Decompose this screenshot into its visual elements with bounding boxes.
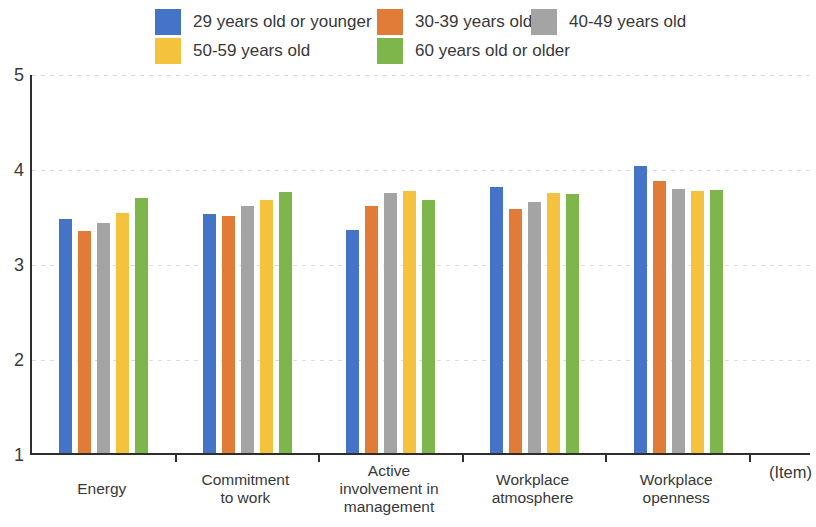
bar [672, 189, 685, 453]
bar [222, 216, 235, 453]
bar [346, 230, 359, 453]
legend-swatch [377, 38, 403, 64]
bar [634, 166, 647, 453]
y-tick-label: 4 [0, 161, 24, 179]
legend-swatch [155, 9, 181, 35]
category-group [606, 75, 750, 453]
category-group [463, 75, 607, 453]
legend-item: 29 years old or younger [155, 9, 372, 35]
bar [691, 191, 704, 453]
bar [59, 219, 72, 453]
x-category-label: Activeinvolvement inmanagement [317, 461, 461, 517]
legend-item: 40-49 years old [531, 9, 686, 35]
x-axis-tick [749, 453, 751, 462]
bar [260, 200, 273, 453]
legend-item: 30-39 years old [377, 9, 532, 35]
legend-label: 60 years old or older [415, 41, 570, 61]
bar [490, 187, 503, 453]
bar [241, 206, 254, 453]
plot-area [30, 75, 810, 455]
bar [384, 193, 397, 453]
legend-label: 30-39 years old [415, 12, 532, 32]
bar [97, 223, 110, 453]
x-category-label: Energy [30, 461, 174, 517]
y-tick-label: 5 [0, 66, 24, 84]
bar-chart: 29 years old or younger 30-39 years old 40… [0, 0, 816, 527]
bar [566, 194, 579, 453]
x-axis-labels: EnergyCommitmentto workActiveinvolvement… [30, 461, 748, 517]
x-category-label: Commitmentto work [174, 461, 318, 517]
bar [422, 200, 435, 453]
legend-swatch [377, 9, 403, 35]
category-group [176, 75, 320, 453]
x-category-label: Workplaceopenness [604, 461, 748, 517]
bar [509, 209, 522, 453]
bar [403, 191, 416, 453]
bar [279, 192, 292, 453]
y-tick-label: 1 [0, 446, 24, 464]
bar [547, 193, 560, 453]
axis-unit-label: (Item) [769, 463, 812, 482]
legend-swatch [155, 38, 181, 64]
bar [528, 202, 541, 453]
legend-item: 50-59 years old [155, 38, 310, 64]
bar [203, 214, 216, 453]
y-tick-label: 2 [0, 351, 24, 369]
bar [135, 198, 148, 453]
bar [710, 190, 723, 453]
legend-label: 40-49 years old [569, 12, 686, 32]
x-category-label: Workplaceatmosphere [461, 461, 605, 517]
y-tick-label: 3 [0, 256, 24, 274]
legend-label: 50-59 years old [193, 41, 310, 61]
bar [78, 231, 91, 453]
legend-item: 60 years old or older [377, 38, 570, 64]
bar [653, 181, 666, 453]
bar [365, 206, 378, 453]
legend-swatch [531, 9, 557, 35]
category-group [319, 75, 463, 453]
category-group [32, 75, 176, 453]
legend-label: 29 years old or younger [193, 12, 372, 32]
bar [116, 213, 129, 453]
